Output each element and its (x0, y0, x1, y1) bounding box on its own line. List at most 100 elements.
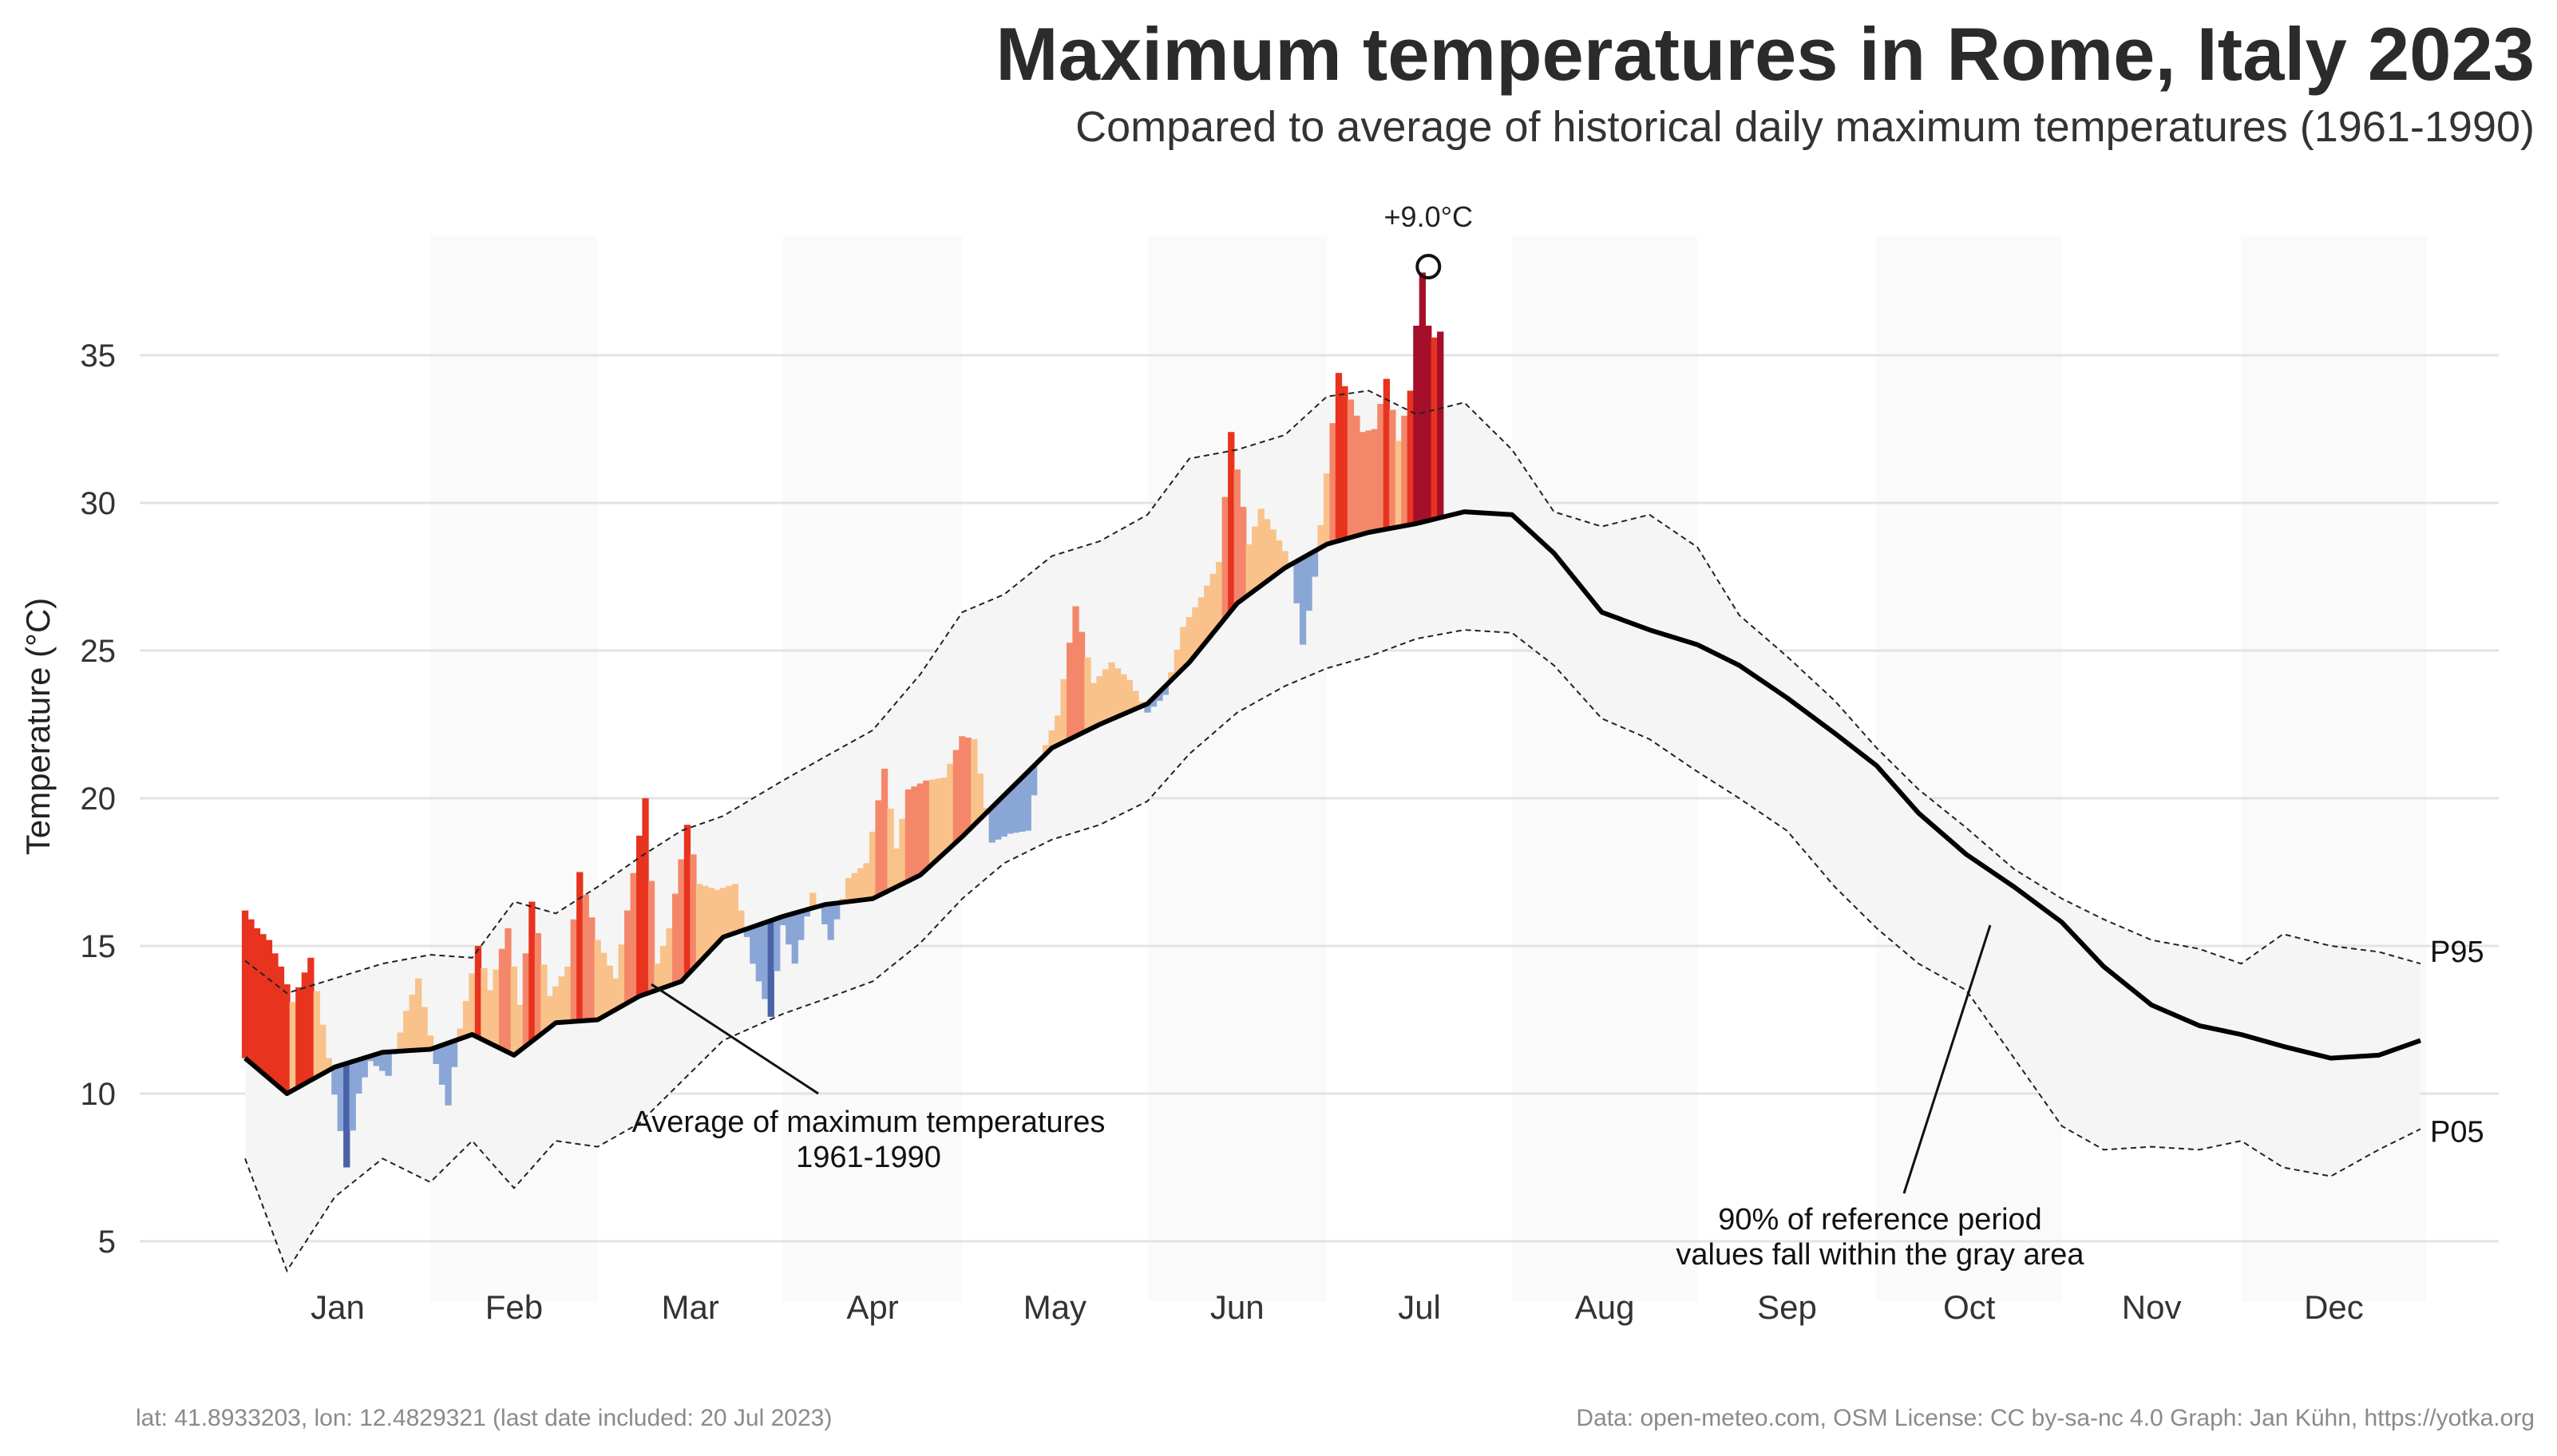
anomaly-bar (833, 903, 841, 920)
y-tick-label: 15 (81, 929, 117, 964)
anomaly-bar (1150, 698, 1158, 707)
anomaly-bar (899, 818, 906, 884)
anomaly-bar (659, 946, 667, 988)
anomaly-bar (528, 901, 536, 1042)
anomaly-bar (1407, 390, 1414, 525)
anomaly-bar (1060, 679, 1067, 742)
anomaly-bar (1084, 657, 1091, 730)
anomaly-bar (295, 987, 303, 1087)
chart-subtitle: Compared to average of historical daily … (1075, 103, 2535, 151)
month-label-nov: Nov (2122, 1288, 2182, 1326)
anomaly-bar (1341, 386, 1348, 540)
anomaly-bar (331, 1066, 338, 1095)
band-annotation-line1: 90% of reference period (1718, 1203, 2042, 1236)
anomaly-bar (1132, 690, 1139, 710)
anomaly-bar (1276, 540, 1283, 572)
anomaly-bar (1252, 526, 1259, 591)
anomaly-bar (1007, 789, 1014, 834)
anomaly-bar (325, 1058, 332, 1070)
anomaly-bar (426, 1035, 434, 1050)
mean-annotation-line1: Average of maximum temperatures (632, 1106, 1106, 1139)
anomaly-bar (642, 798, 649, 995)
anomaly-bar (750, 927, 757, 964)
anomaly-bar (1365, 430, 1372, 532)
anomaly-bar (1000, 795, 1007, 837)
anomaly-bar (505, 928, 512, 1053)
anomaly-bar (1031, 766, 1038, 796)
band-annotation-line2: values fall within the gray area (1676, 1238, 2084, 1272)
month-label-feb: Feb (485, 1288, 543, 1326)
anomaly-bar (928, 779, 936, 864)
anomaly-bar (1078, 631, 1086, 734)
anomaly-bar (1293, 560, 1300, 603)
anomaly-bar (1264, 519, 1271, 581)
anomaly-bar (695, 884, 703, 963)
anomaly-bar (481, 967, 488, 1041)
anomaly-bar (887, 809, 894, 890)
anomaly-bar (349, 1061, 356, 1131)
anomaly-bar (624, 910, 631, 1003)
anomaly-bar (564, 966, 572, 1023)
anomaly-bar (911, 786, 918, 878)
anomaly-bar (1055, 715, 1062, 746)
anomaly-bar (893, 848, 900, 887)
anomaly-bar (935, 778, 942, 859)
anomaly-bar (881, 769, 889, 893)
anomaly-bar (582, 894, 589, 1021)
anomaly-bar (540, 964, 548, 1032)
anomaly-bar (923, 780, 930, 870)
anomaly-bar (1347, 399, 1355, 538)
anomaly-bar (277, 966, 285, 1089)
anomaly-bar (397, 1032, 404, 1051)
anomaly-bar (743, 928, 750, 937)
anomaly-bar (415, 978, 422, 1050)
anomaly-bar (438, 1045, 446, 1085)
p95-end-label: P95 (2430, 936, 2484, 969)
y-tick-label: 25 (81, 634, 117, 669)
anomaly-bar (1174, 649, 1181, 675)
anomaly-bar (959, 736, 966, 837)
anomaly-bar (1431, 337, 1438, 520)
anomaly-bar (534, 933, 541, 1037)
anomaly-bar (517, 1005, 524, 1051)
anomaly-bar (301, 972, 308, 1084)
anomaly-bar (606, 965, 613, 1014)
anomaly-bar (1395, 441, 1402, 528)
anomaly-bar (1019, 777, 1026, 832)
anomaly-bar (576, 872, 584, 1022)
anomaly-bar (1156, 691, 1163, 701)
anomaly-bar (964, 738, 972, 831)
anomaly-bar (630, 872, 637, 1000)
anomaly-bar (809, 892, 817, 908)
anomaly-bar (647, 880, 655, 992)
month-label-aug: Aug (1575, 1288, 1635, 1326)
record-label: +9.0°C (1384, 200, 1473, 233)
anomaly-bar (1216, 562, 1223, 626)
p05-line (244, 629, 2421, 1273)
anomaly-bar (988, 807, 995, 843)
anomaly-bar (462, 1001, 470, 1037)
anomaly-bar (1067, 643, 1074, 739)
anomaly-bar (373, 1054, 380, 1066)
anomaly-bar (952, 750, 960, 842)
anomaly-bar (355, 1059, 362, 1094)
anomaly-bar (1269, 529, 1277, 577)
anomaly-bar (690, 854, 697, 969)
anomaly-bar (1240, 506, 1247, 599)
reference-band-area (245, 390, 2420, 1271)
anomaly-bar (755, 924, 762, 982)
y-tick-label: 20 (81, 781, 117, 817)
chart-title: Maximum temperatures in Rome, Italy 2023 (995, 12, 2535, 96)
anomaly-bar (486, 990, 494, 1044)
anomaly-bar (1090, 682, 1098, 728)
annotations: +9.0°C Average of maximum temperatures196… (632, 200, 2484, 1272)
anomaly-bar (803, 909, 810, 916)
anomaly-bar (863, 863, 870, 900)
anomaly-bar (654, 963, 661, 990)
anomaly-bar (947, 763, 954, 848)
anomaly-bar (995, 801, 1002, 840)
month-label-jun: Jun (1210, 1288, 1265, 1326)
anomaly-bar (976, 774, 984, 819)
anomaly-bar (493, 969, 500, 1046)
